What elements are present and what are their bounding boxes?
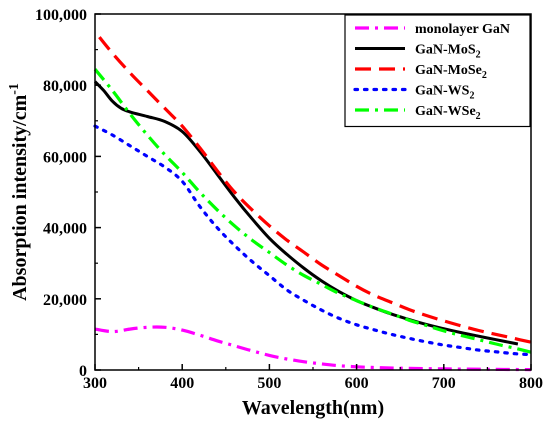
y-tick-label: 0 [79,363,87,380]
x-tick-label: 800 [519,375,543,392]
legend-label-0: monolayer GaN [415,22,510,37]
series-layer [93,36,533,372]
x-tick-label: 400 [170,375,194,392]
y-tick-label: 80,000 [43,78,87,95]
x-tick-label: 500 [257,375,281,392]
x-tick-label: 300 [83,375,107,392]
ticks-layer: 300 400 500 600 700 800 0 20,000 40,000 60,000 80,… [35,7,543,392]
series-line-1 [93,80,519,346]
y-tick-label: 100,000 [35,7,87,24]
y-axis-label: Absorption intensity/cm-1 [7,83,31,301]
legend-label-3: GaN-WS2 [415,84,474,102]
x-tick-label: 700 [432,375,456,392]
y-axis-label-main: Absorption intensity/cm [9,94,31,300]
y-tick-label: 40,000 [43,221,87,238]
y-tick-label: 20,000 [43,292,87,309]
y-tick-label: 60,000 [43,149,87,166]
x-axis-label: Wavelength(nm) [242,397,384,419]
legend-label-2: GaN-MoSe2 [415,63,487,81]
x-tick-label: 600 [345,375,369,392]
legend-label-4: GaN-WSe2 [415,104,481,122]
legend-box [344,14,531,128]
legend-label-1: GaN-MoS2 [415,43,481,61]
series-line-2 [98,36,532,344]
legend: monolayer GaN GaN-MoS2 GaN-MoSe2 GaN-WS2 GaN… [344,14,531,128]
y-axis-label-superscript: -1 [7,83,22,95]
series-line-3 [93,124,533,357]
series-line-0 [94,325,532,372]
